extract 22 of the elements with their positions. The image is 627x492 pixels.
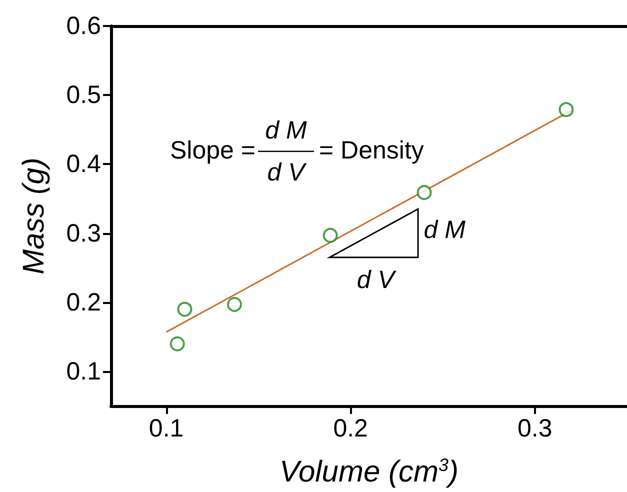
y-axis-title: Mass (g) bbox=[18, 158, 50, 274]
y-tick-label: 0.4 bbox=[66, 150, 102, 178]
annotation: d M bbox=[424, 216, 466, 244]
annotation: Slope = bbox=[170, 136, 256, 164]
point bbox=[177, 302, 192, 317]
y-tick-label: 0.3 bbox=[66, 219, 101, 248]
point bbox=[226, 296, 242, 312]
y-tick-label: 0.2 bbox=[66, 288, 101, 316]
point bbox=[558, 102, 574, 118]
y-tick-label: 0.1 bbox=[66, 357, 101, 386]
annotation: d V bbox=[356, 266, 397, 294]
y-tick-label: 0.5 bbox=[66, 81, 101, 110]
x-tick-label: 0.2 bbox=[333, 414, 368, 442]
point bbox=[416, 185, 432, 200]
x-tick-label: 0.3 bbox=[517, 414, 552, 442]
point bbox=[322, 228, 338, 243]
y-tick-label: 0.6 bbox=[66, 12, 101, 40]
x-tick-label: 0.1 bbox=[148, 414, 184, 442]
point bbox=[170, 336, 185, 352]
annotation: d V bbox=[267, 158, 308, 186]
annotation: d M bbox=[265, 116, 308, 144]
annotation: = Density bbox=[319, 136, 424, 164]
